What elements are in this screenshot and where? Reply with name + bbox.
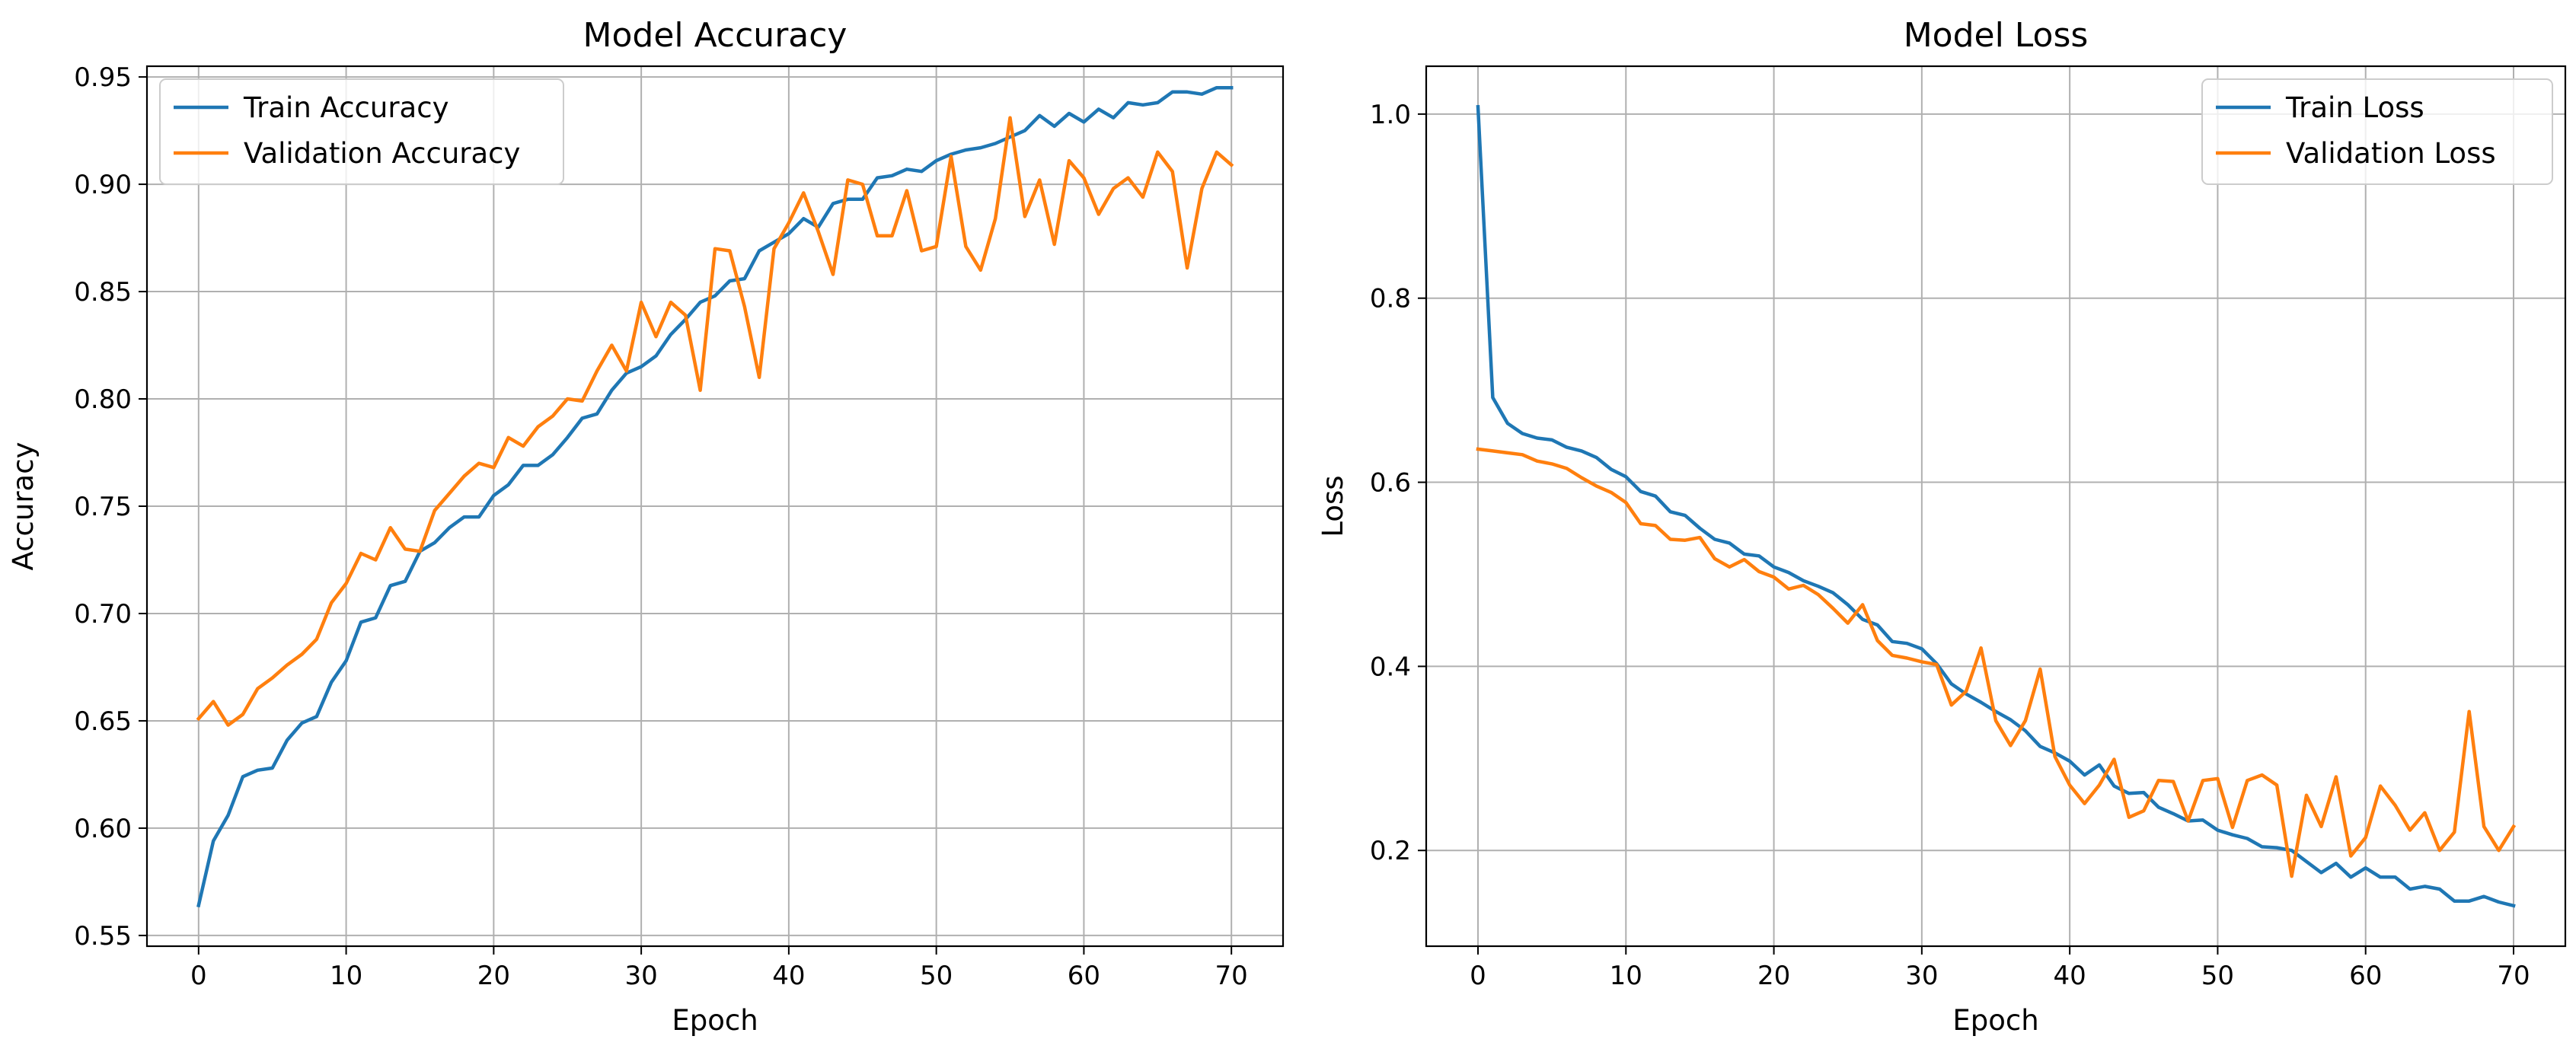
x-tick-label: 0 bbox=[190, 961, 207, 991]
legend-box bbox=[2201, 78, 2553, 185]
x-axis-label: Epoch bbox=[672, 1004, 758, 1037]
x-tick-label: 20 bbox=[477, 961, 510, 991]
x-tick-label: 50 bbox=[920, 961, 953, 991]
y-axis-label: Loss bbox=[1317, 475, 1349, 537]
x-tick-label: 0 bbox=[1470, 961, 1486, 991]
x-tick-label: 30 bbox=[624, 961, 657, 991]
x-tick-label: 70 bbox=[2497, 961, 2530, 991]
x-tick-label: 70 bbox=[1215, 961, 1248, 991]
y-tick-label: 1.0 bbox=[1370, 100, 1411, 130]
y-tick-label: 0.4 bbox=[1370, 652, 1411, 682]
y-tick-label: 0.60 bbox=[74, 814, 132, 844]
legend-box bbox=[159, 78, 564, 185]
legend-label: Validation Accuracy bbox=[244, 137, 520, 170]
y-axis-label: Accuracy bbox=[7, 442, 40, 571]
series-line-train-accuracy bbox=[196, 85, 1234, 908]
x-tick-label: 30 bbox=[1905, 961, 1938, 991]
series-line-train-loss bbox=[1476, 104, 2516, 908]
chart-panel-1: 0 10 20 30 40 50 60 70 0.2 0.4 0.6 0.8 1.0 Model Loss… bbox=[1317, 16, 2567, 1037]
chart-title: Model Accuracy bbox=[583, 16, 847, 55]
y-tick-label: 0.90 bbox=[74, 170, 132, 200]
y-tick-label: 0.70 bbox=[74, 599, 132, 630]
y-tick-label: 0.8 bbox=[1370, 284, 1411, 314]
x-tick-label: 60 bbox=[2349, 961, 2382, 991]
chart-title: Model Loss bbox=[1904, 16, 2089, 55]
y-tick-label: 0.55 bbox=[74, 921, 132, 952]
legend-label: Train Loss bbox=[2285, 91, 2424, 124]
y-tick-label: 0.65 bbox=[74, 706, 132, 737]
y-tick-label: 0.80 bbox=[74, 384, 132, 415]
legend: Train Accuracy Validation Accuracy bbox=[159, 78, 564, 185]
x-tick-label: 20 bbox=[1757, 961, 1790, 991]
plot-area bbox=[1426, 66, 2565, 946]
x-tick-label: 50 bbox=[2201, 961, 2234, 991]
series-line-validation-accuracy bbox=[196, 116, 1234, 727]
y-tick-label: 0.75 bbox=[74, 492, 132, 522]
x-tick-label: 60 bbox=[1068, 961, 1100, 991]
x-axis-label: Epoch bbox=[1952, 1004, 2038, 1037]
y-tick-label: 0.85 bbox=[74, 277, 132, 308]
x-tick-label: 40 bbox=[2054, 961, 2086, 991]
axes-frame bbox=[1425, 65, 2567, 948]
chart-panel-0: 0 10 20 30 40 50 60 70 0.55 0.60 0.65 0.70 0.75 0.80 0… bbox=[7, 16, 1285, 1037]
legend-label: Validation Loss bbox=[2286, 137, 2496, 170]
x-tick-label: 40 bbox=[772, 961, 805, 991]
y-tick-label: 0.95 bbox=[74, 62, 132, 93]
series-line-validation-loss bbox=[1476, 447, 2517, 878]
y-tick-label: 0.2 bbox=[1370, 836, 1411, 866]
x-tick-label: 10 bbox=[330, 961, 362, 991]
y-tick-label: 0.6 bbox=[1370, 468, 1411, 499]
legend: Train Loss Validation Loss bbox=[2201, 78, 2553, 185]
x-tick-label: 10 bbox=[1610, 961, 1642, 991]
legend-label: Train Accuracy bbox=[243, 91, 448, 124]
